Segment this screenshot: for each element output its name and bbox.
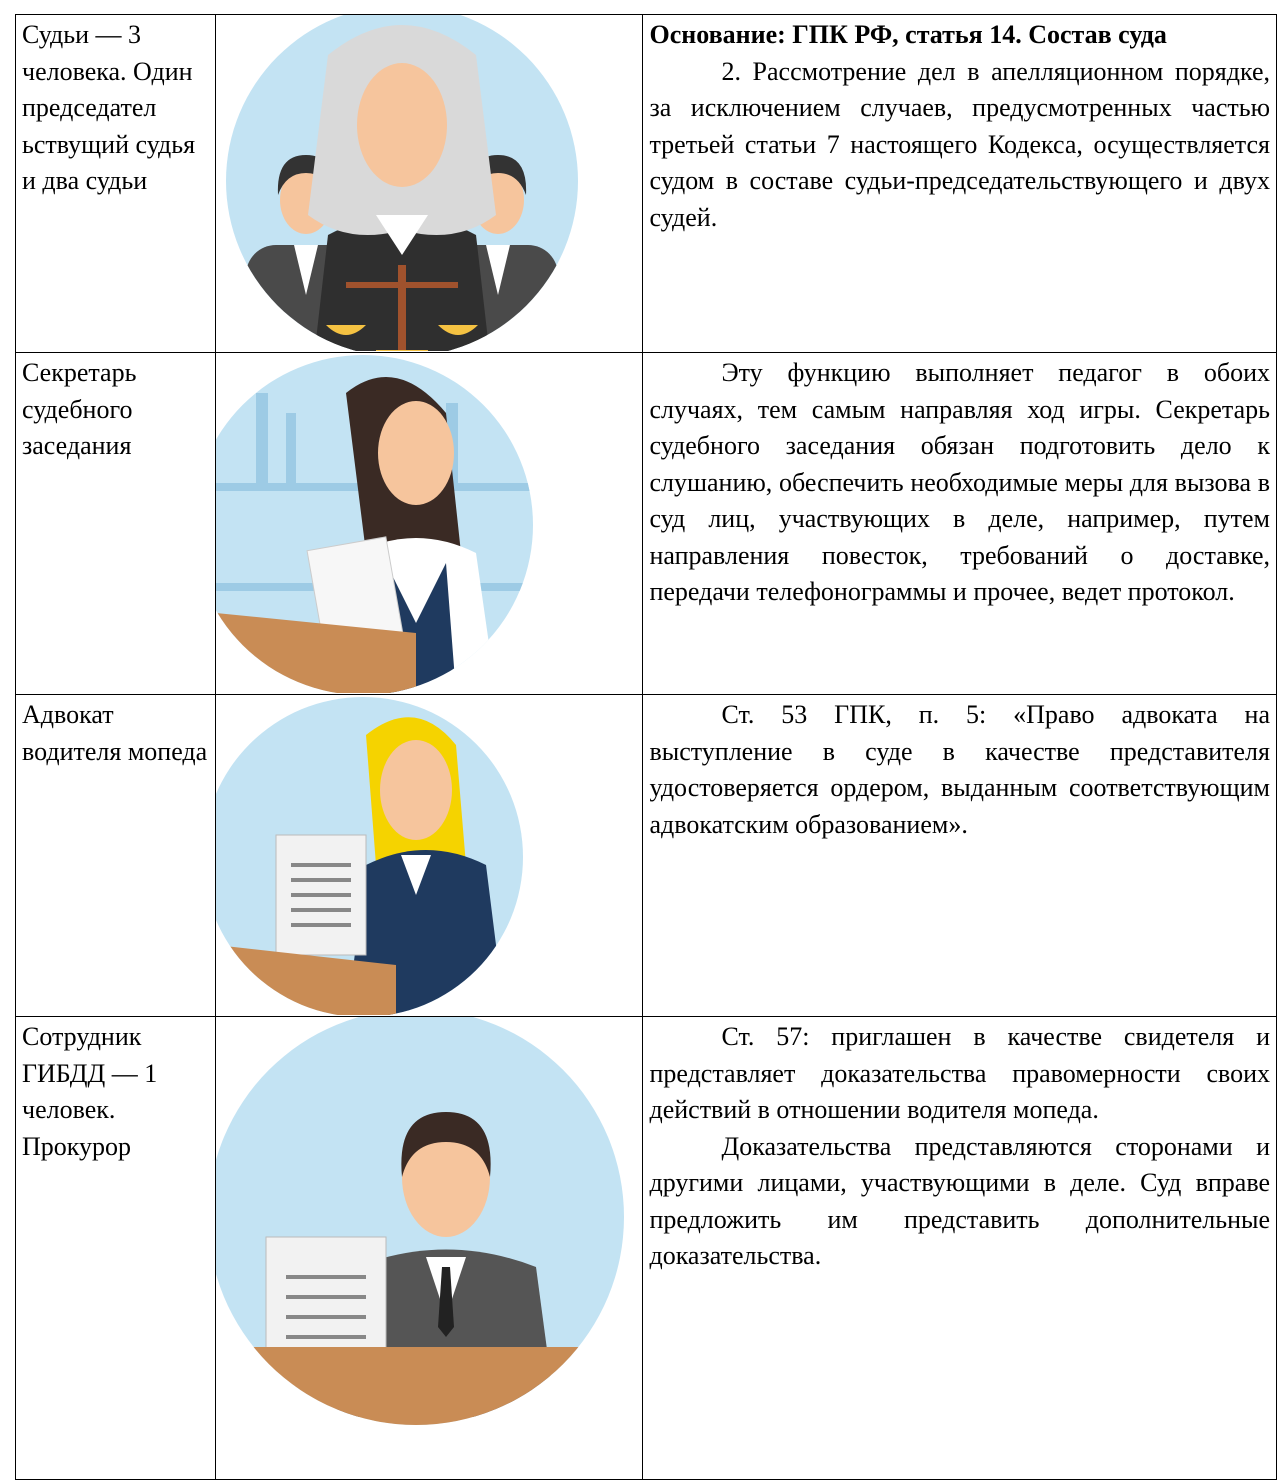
text-cell: Ст. 53 ГПК, п. 5: «Право адвоката на выс…: [642, 694, 1277, 1017]
paragraph: Доказательства представляются сторонами …: [649, 1131, 1270, 1271]
role-cell: Адвокат водителя мопеда: [14, 694, 217, 1017]
table-row: Сотрудник ГИБДД — 1 человек. Прокурор Ст…: [14, 1016, 1277, 1480]
text-cell: Основание: ГПК РФ, статья 14. Состав суд…: [642, 14, 1277, 353]
paragraph: Ст. 57: приглашен в качестве свидетеля и…: [649, 1022, 1270, 1124]
paragraph: Ст. 53 ГПК, п. 5: «Право адвоката на выс…: [649, 700, 1270, 839]
role-cell: Судьи — 3 человека. Один председател ьст…: [14, 14, 217, 353]
image-cell: [215, 694, 644, 1017]
role-cell: Секретарь судебного заседания: [14, 352, 217, 695]
text-cell: Ст. 57: приглашен в качестве свидетеля и…: [642, 1016, 1277, 1480]
table-row: Секретарь судебного заседания Эту функци…: [14, 352, 1277, 695]
heading: Основание: ГПК РФ, статья 14. Состав суд…: [649, 20, 1167, 49]
lawyer-illustration: [216, 697, 524, 1015]
table-row: Судьи — 3 человека. Один председател ьст…: [14, 14, 1277, 353]
image-cell: [215, 352, 644, 695]
table-row: Адвокат водителя мопеда Ст. 53 ГПК, п. 5…: [14, 694, 1277, 1017]
secretary-illustration: [216, 355, 534, 693]
roles-table: Судьи — 3 человека. Один председател ьст…: [14, 14, 1277, 1480]
image-cell: [215, 1016, 644, 1480]
role-cell: Сотрудник ГИБДД — 1 человек. Прокурор: [14, 1016, 217, 1480]
image-cell: [215, 14, 644, 353]
text-cell: Эту функцию выполняет педагог в обоих сл…: [642, 352, 1277, 695]
judges-illustration: [226, 15, 579, 351]
officer-illustration: [216, 1017, 625, 1425]
paragraph: 2. Рассмотрение дел в апелляционном поря…: [649, 56, 1270, 232]
paragraph: Эту функцию выполняет педагог в обоих сл…: [649, 358, 1270, 606]
